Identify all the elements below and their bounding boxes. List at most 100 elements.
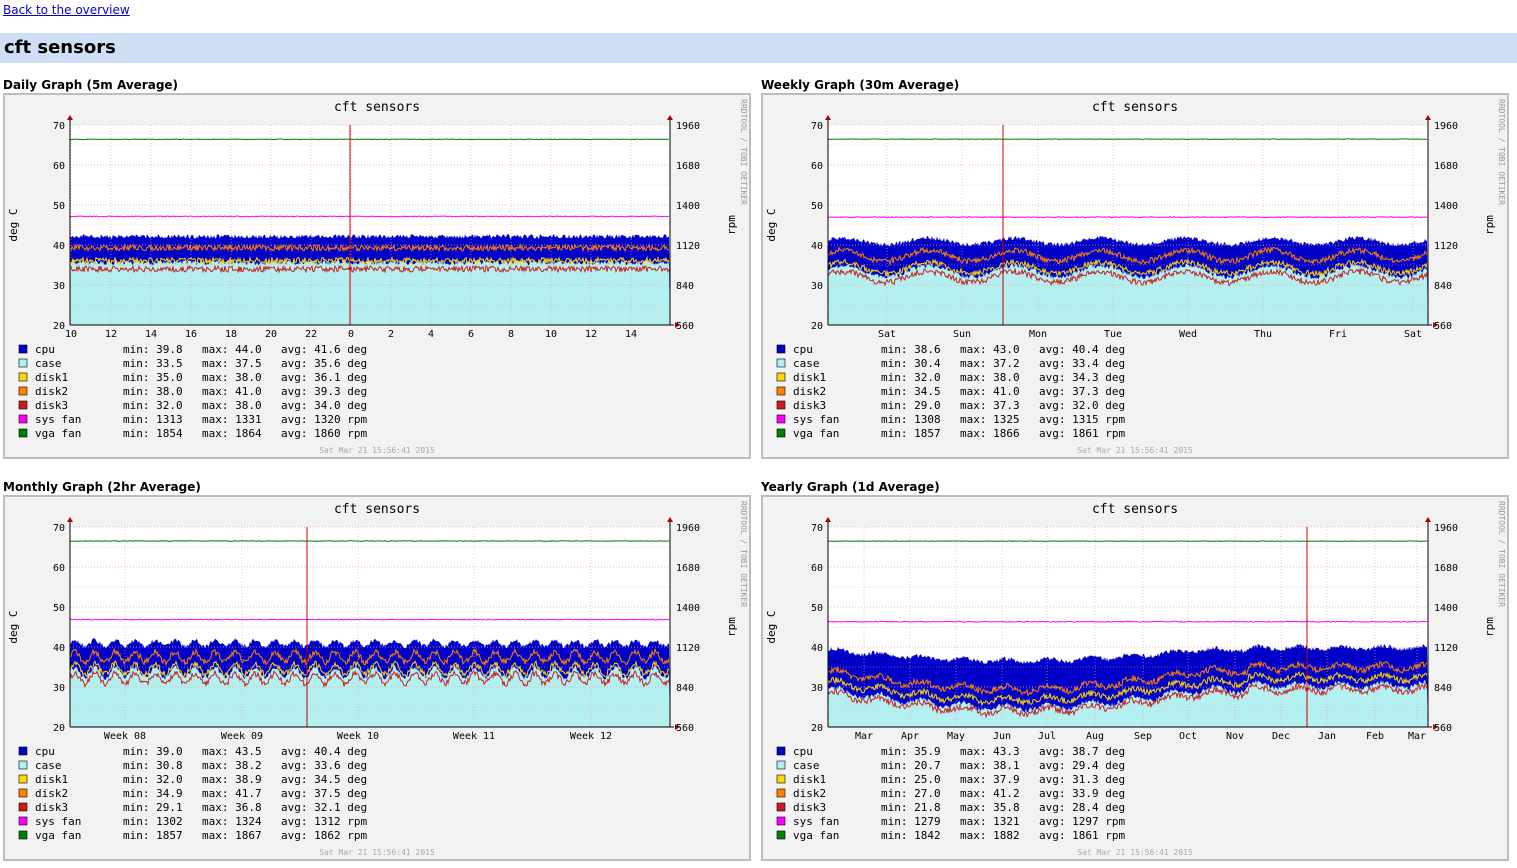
legend-swatch-sys-fan [776, 414, 786, 424]
y-tick-label: 60 [811, 563, 823, 574]
weekly-graph: cft sensors RRDTOOL / TOBI OETIKER deg C rp… [761, 93, 1509, 459]
legend-max-cpu: max: 43.3 [960, 745, 1020, 758]
y2-tick-label: 840 [676, 683, 694, 694]
legend-min-vga-fan: min: 1857 [881, 427, 941, 440]
y2-tick-label: 1120 [676, 643, 700, 654]
x-tick-label: 2 [388, 329, 394, 340]
x-tick-label: Fri [1329, 329, 1347, 340]
x-tick-label: 10 [65, 329, 77, 340]
y-tick-label: 30 [53, 683, 65, 694]
legend-swatch-disk3 [18, 400, 28, 410]
y2-tick-label: 1400 [1434, 603, 1458, 614]
series-disk1-line [69, 255, 670, 266]
y2-tick-label: 1120 [1434, 241, 1458, 252]
legend-avg-disk2: avg: 37.5 deg [281, 787, 367, 800]
y2-tick-label: 1960 [1434, 121, 1458, 132]
x-tick-label: Jan [1318, 731, 1336, 742]
x-tick-label: 14 [625, 329, 637, 340]
legend-swatch-disk2 [776, 788, 786, 798]
x-tick-label: Week 12 [570, 731, 612, 742]
y-axis-arrow [825, 517, 831, 522]
x-tick-label: 22 [305, 329, 317, 340]
graph-title: cft sensors [1092, 502, 1178, 517]
y-tick-label: 50 [811, 603, 823, 614]
x-tick-label: Thu [1254, 329, 1272, 340]
series-case-area [70, 260, 670, 325]
legend-min-disk2: min: 34.5 [881, 385, 941, 398]
x-tick-label: Sat [878, 329, 896, 340]
y-tick-label: 70 [53, 121, 65, 132]
y2-tick-label: 560 [676, 723, 694, 734]
x-tick-label: 14 [145, 329, 157, 340]
legend-max-disk3: max: 35.8 [960, 801, 1020, 814]
y2-tick-label: 560 [676, 321, 694, 332]
x-axis-arrow [1433, 322, 1438, 328]
legend-avg-disk3: avg: 32.1 deg [281, 801, 367, 814]
legend-swatch-disk3 [776, 802, 786, 812]
y-tick-label: 40 [53, 241, 65, 252]
graph-timestamp: Sat Mar 21 15:56:41 2015 [319, 446, 435, 455]
x-tick-label: Dec [1272, 731, 1290, 742]
legend-name-disk1: disk1 [793, 371, 826, 384]
series-sys-fan-line [827, 620, 1428, 623]
legend-max-vga-fan: max: 1864 [202, 427, 262, 440]
series-vga-fan-line [69, 138, 670, 141]
series-disk3-line [69, 264, 670, 274]
legend-swatch-disk3 [776, 400, 786, 410]
x-tick-label: Nov [1226, 731, 1244, 742]
legend-swatch-case [776, 358, 786, 368]
x-tick-label: 0 [348, 329, 354, 340]
legend-name-disk1: disk1 [35, 371, 68, 384]
legend-max-disk2: max: 41.0 [960, 385, 1020, 398]
legend-name-cpu: cpu [35, 745, 55, 758]
x-tick-label: 8 [508, 329, 514, 340]
legend-max-disk2: max: 41.2 [960, 787, 1020, 800]
legend-avg-disk2: avg: 37.3 deg [1039, 385, 1125, 398]
y2-axis-arrow [667, 115, 673, 120]
x-tick-label: Sep [1134, 731, 1152, 742]
legend-max-disk1: max: 38.0 [960, 371, 1020, 384]
x-tick-label: Mar [1408, 731, 1426, 742]
legend-avg-cpu: avg: 40.4 deg [281, 745, 367, 758]
legend-min-disk2: min: 34.9 [123, 787, 183, 800]
legend-name-case: case [35, 759, 62, 772]
watermark: RRDTOOL / TOBI OETIKER [739, 501, 748, 607]
legend-min-sys-fan: min: 1302 [123, 815, 183, 828]
legend-swatch-cpu [18, 746, 28, 756]
legend-name-case: case [35, 357, 62, 370]
legend-name-sys-fan: sys fan [793, 815, 839, 828]
y-tick-label: 20 [811, 723, 823, 734]
legend-swatch-cpu [776, 746, 786, 756]
daily-graph: cft sensors RRDTOOL / TOBI OETIKER deg C rp… [3, 93, 751, 459]
legend-max-cpu: max: 43.0 [960, 343, 1020, 356]
y-tick-label: 60 [53, 161, 65, 172]
legend-min-disk1: min: 35.0 [123, 371, 183, 384]
y-tick-label: 50 [53, 603, 65, 614]
legend-avg-disk3: avg: 32.0 deg [1039, 399, 1125, 412]
y2-tick-label: 840 [1434, 683, 1452, 694]
legend-swatch-disk2 [18, 788, 28, 798]
legend-avg-disk1: avg: 36.1 deg [281, 371, 367, 384]
y-tick-label: 70 [811, 121, 823, 132]
legend-name-disk2: disk2 [793, 385, 826, 398]
legend-avg-vga-fan: avg: 1861 rpm [1039, 829, 1125, 842]
page-title-bar: cft sensors [0, 33, 1517, 63]
series-disk1-line [827, 670, 1428, 707]
legend-name-vga-fan: vga fan [35, 829, 81, 842]
legend-name-disk3: disk3 [35, 801, 68, 814]
legend-name-disk2: disk2 [35, 787, 68, 800]
y2-tick-label: 1120 [676, 241, 700, 252]
x-tick-label: Tue [1104, 329, 1122, 340]
back-to-overview-link[interactable]: Back to the overview [3, 3, 130, 17]
yearly-graph-heading: Yearly Graph (1d Average) [761, 480, 940, 494]
legend-avg-disk1: avg: 34.3 deg [1039, 371, 1125, 384]
series-disk2-line [827, 245, 1428, 267]
legend-name-disk1: disk1 [35, 773, 68, 786]
legend-swatch-disk2 [18, 386, 28, 396]
x-tick-label: 10 [545, 329, 557, 340]
x-tick-label: 20 [265, 329, 277, 340]
legend-swatch-sys-fan [18, 816, 28, 826]
y-axis-arrow [67, 115, 73, 120]
legend-max-disk3: max: 37.3 [960, 399, 1020, 412]
legend-max-sys-fan: max: 1325 [960, 413, 1020, 426]
